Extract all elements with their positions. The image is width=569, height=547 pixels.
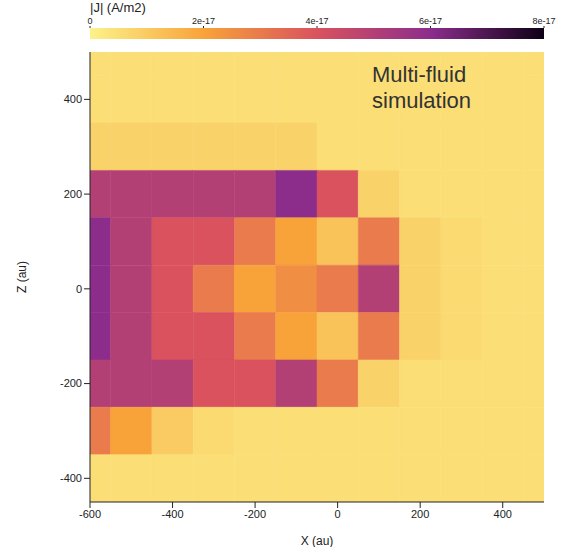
svg-text:|J| (A/m2): |J| (A/m2)	[90, 0, 146, 15]
svg-text:0: 0	[87, 16, 92, 26]
html-text:Multi-fluid simulation: Multi-fluid simulation	[372, 62, 471, 113]
svg-text:4e-17: 4e-17	[305, 16, 328, 26]
svg-text:400: 400	[494, 508, 512, 520]
svg-text:0: 0	[335, 508, 341, 520]
svg-text:-200: -200	[60, 377, 82, 389]
svg-text:400: 400	[64, 93, 82, 105]
svg-text:200: 200	[64, 188, 82, 200]
svg-text:Z (au): Z (au)	[15, 261, 29, 293]
svg-text:200: 200	[411, 508, 429, 520]
svg-text:-200: -200	[244, 508, 266, 520]
svg-text:2e-17: 2e-17	[192, 16, 215, 26]
svg-text:0: 0	[76, 283, 82, 295]
svg-text:X (au): X (au)	[301, 534, 334, 547]
svg-text:6e-17: 6e-17	[419, 16, 442, 26]
svg-text:8e-17: 8e-17	[532, 16, 555, 26]
svg-text:-400: -400	[60, 472, 82, 484]
svg-text:-400: -400	[162, 508, 184, 520]
svg-text:-600: -600	[79, 508, 101, 520]
